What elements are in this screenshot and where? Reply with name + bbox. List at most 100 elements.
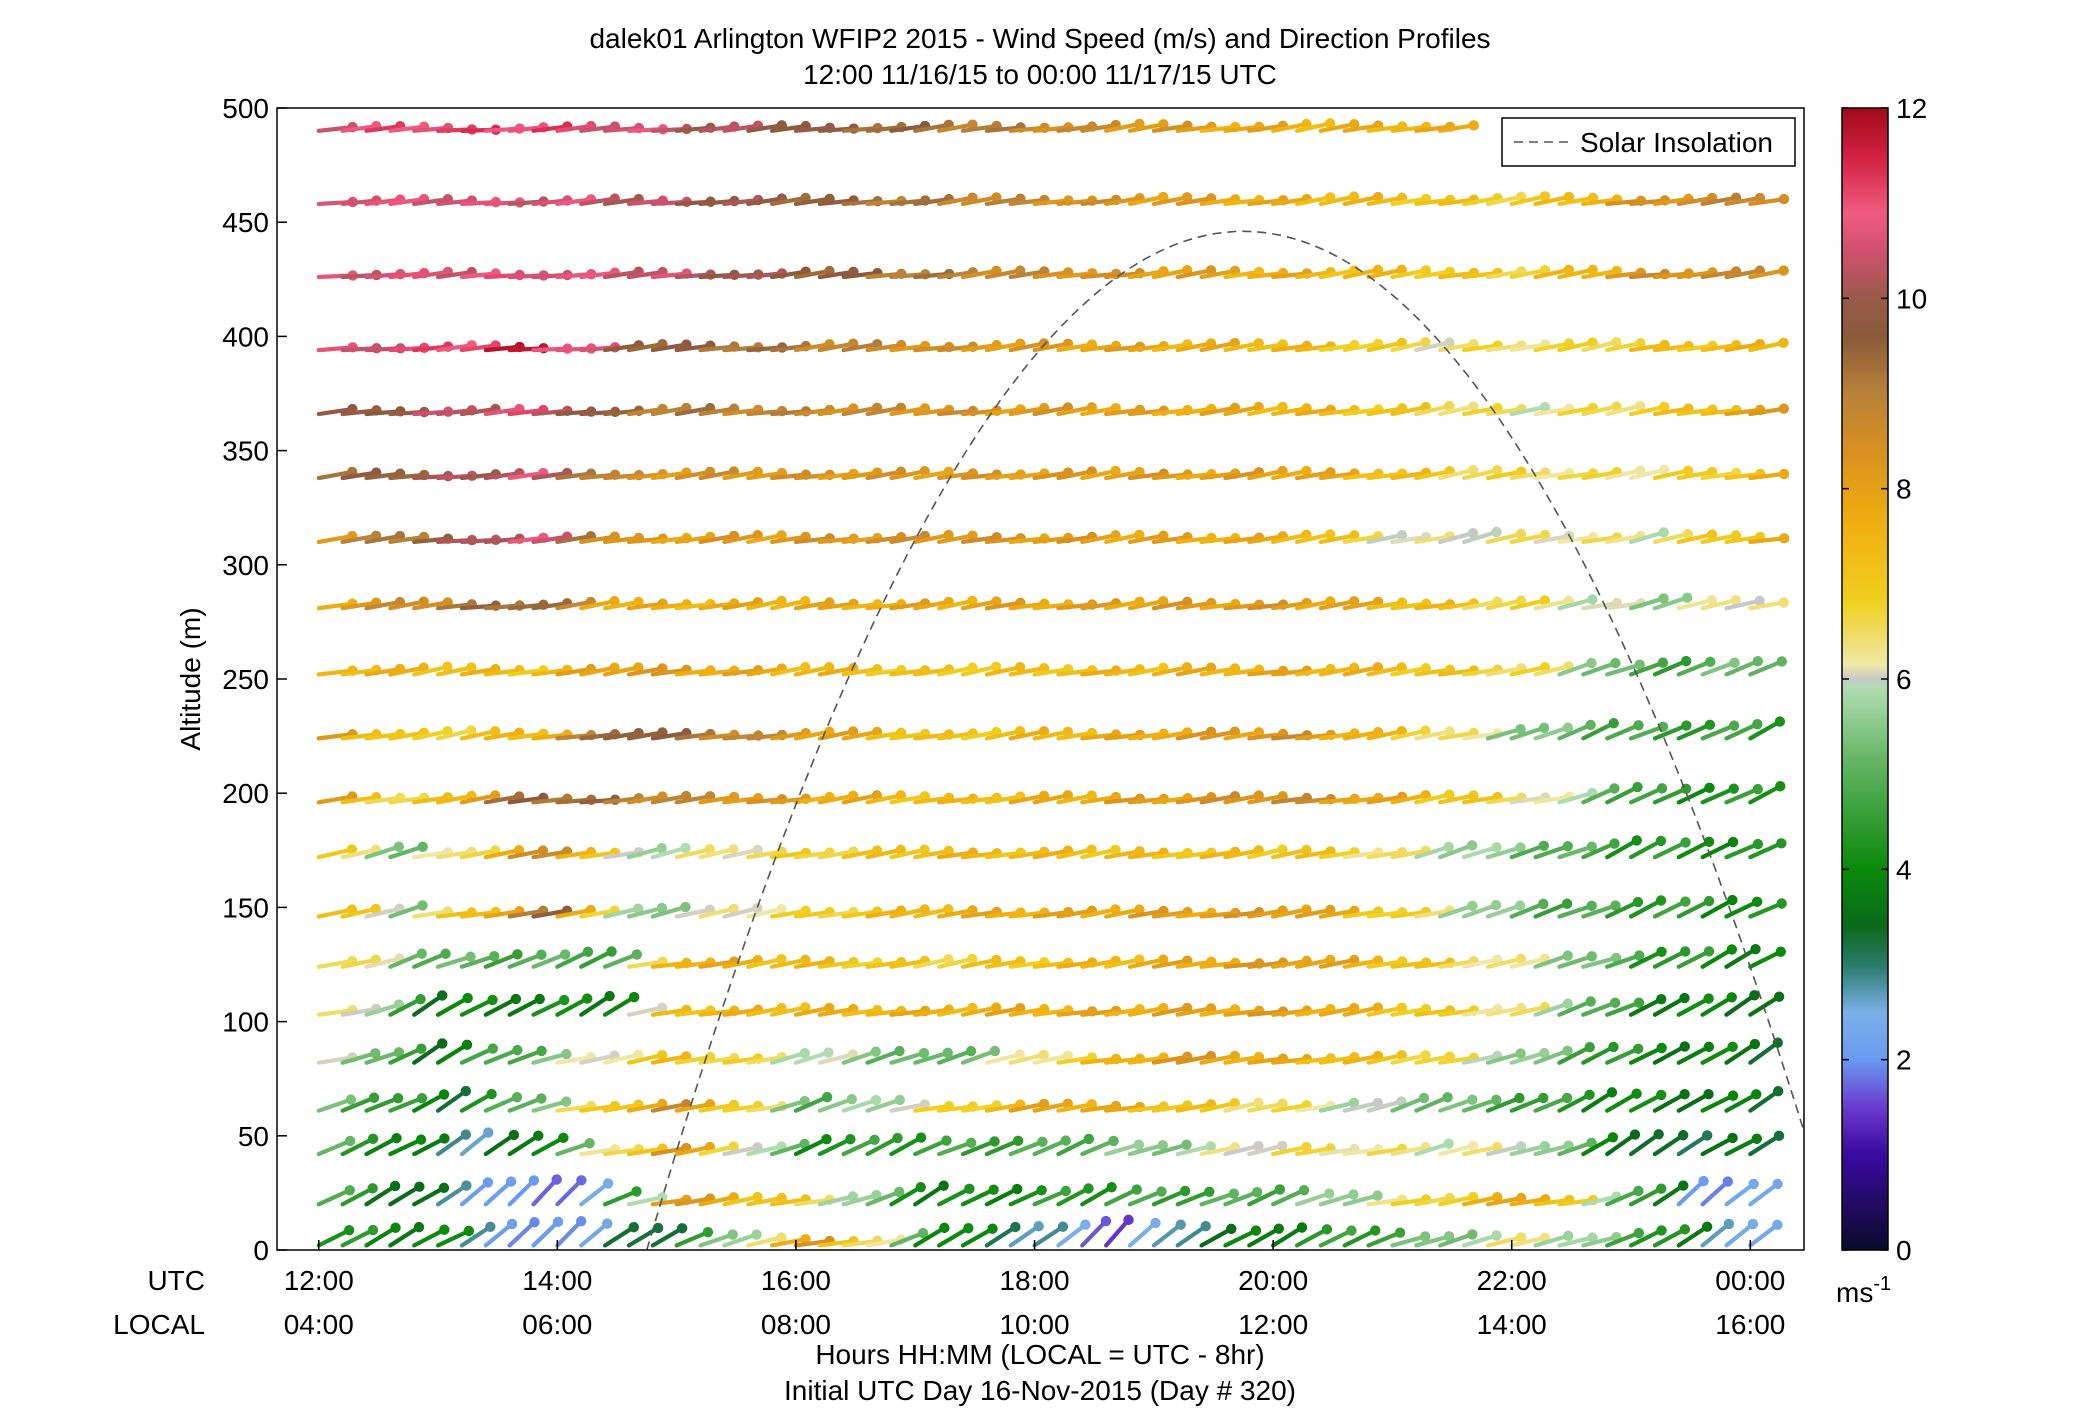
wind-barb xyxy=(1724,943,1761,969)
wind-barb-shaft xyxy=(698,344,737,353)
wind-barb xyxy=(1581,997,1621,1017)
wind-barb-shaft xyxy=(984,910,1023,919)
wind-barb xyxy=(1080,844,1121,860)
wind-barb xyxy=(1438,464,1479,481)
wind-barb-shaft xyxy=(316,601,355,611)
wind-barb-shaft xyxy=(1342,795,1381,805)
wind-barb-head xyxy=(1156,1186,1167,1197)
wind-barb xyxy=(793,1091,833,1113)
wind-barb xyxy=(435,1180,472,1207)
wind-barb-shaft xyxy=(388,997,423,1017)
wind-barb xyxy=(388,841,428,860)
wind-barb-shaft xyxy=(1104,796,1143,805)
wind-barb xyxy=(1652,1041,1690,1065)
wind-barb-head xyxy=(417,841,428,852)
wind-barb-shaft xyxy=(1676,1224,1710,1248)
wind-barb xyxy=(698,1141,739,1157)
colorbar-unit-base: ms xyxy=(1836,1277,1873,1308)
wind-barb-shaft xyxy=(936,408,976,417)
wind-barb-shaft xyxy=(984,1186,1020,1207)
wind-barb-shaft xyxy=(960,729,999,741)
wind-barb-shaft xyxy=(1175,1144,1213,1157)
wind-barb-head xyxy=(1703,993,1714,1004)
wind-barb-shaft xyxy=(722,600,760,611)
wind-barb-shaft xyxy=(984,268,1023,280)
wind-barb-shaft xyxy=(1127,850,1166,860)
wind-barb xyxy=(483,1218,518,1248)
wind-barb xyxy=(1533,722,1574,741)
wind-barb-shaft xyxy=(1700,195,1739,207)
wind-barb-head xyxy=(1704,782,1715,793)
wind-barb-shaft xyxy=(1700,839,1736,860)
wind-barb-head xyxy=(551,1174,562,1185)
wind-barb-head xyxy=(1158,595,1169,607)
wind-barb-head xyxy=(632,903,644,914)
wind-barb-shaft xyxy=(1342,1147,1381,1157)
wind-barb-shaft xyxy=(1557,844,1594,860)
wind-barb-shaft xyxy=(388,844,425,860)
wind-barb xyxy=(1628,835,1667,860)
wind-barb-shaft xyxy=(841,342,880,353)
wind-barb-shaft xyxy=(984,1006,1023,1017)
wind-barb-shaft xyxy=(1032,1008,1071,1017)
wind-barb-head xyxy=(1631,1088,1642,1099)
wind-barb-shaft xyxy=(1390,1053,1428,1065)
wind-barb-head xyxy=(1633,1043,1644,1055)
wind-barb xyxy=(913,1047,953,1065)
wind-barb-shaft xyxy=(483,471,522,481)
wind-barb-shaft xyxy=(746,470,784,481)
wind-barb xyxy=(1485,1232,1527,1248)
wind-barb-shaft xyxy=(1390,1197,1429,1207)
wind-barb-shaft xyxy=(1438,668,1477,677)
wind-barb-shaft xyxy=(1485,532,1524,545)
wind-barb-head xyxy=(346,844,358,855)
wind-barb xyxy=(841,1094,882,1113)
wind-barb-shaft xyxy=(841,270,880,280)
wind-barb-shaft xyxy=(1581,786,1617,805)
wind-barb-shaft xyxy=(722,1056,761,1065)
wind-barb-shaft xyxy=(1342,730,1381,741)
wind-barb-head xyxy=(1514,900,1526,911)
wind-barb xyxy=(960,1223,998,1248)
wind-barb xyxy=(1628,1129,1664,1157)
wind-barb-head xyxy=(1301,465,1312,477)
wind-barb-shaft xyxy=(1509,268,1548,280)
wind-barb xyxy=(769,595,811,611)
wind-barb-shaft xyxy=(913,1104,952,1113)
wind-barb-shaft xyxy=(1390,470,1429,481)
wind-barb-shaft xyxy=(626,959,665,969)
wind-barb-head xyxy=(1080,1219,1091,1230)
wind-barb-shaft xyxy=(1414,729,1452,741)
wind-barb xyxy=(459,1127,494,1157)
wind-barb-shaft xyxy=(1485,956,1524,969)
wind-barb-head xyxy=(1443,1231,1455,1242)
wind-barb-shaft xyxy=(1557,1045,1592,1065)
wind-barb xyxy=(340,903,381,919)
wind-barb-shaft xyxy=(817,1097,854,1113)
wind-barb xyxy=(1557,719,1596,741)
wind-barb xyxy=(841,1134,880,1157)
wind-barb-head xyxy=(460,1129,472,1140)
wind-barb-shaft xyxy=(1032,848,1071,860)
wind-barb-shaft xyxy=(841,1238,880,1248)
wind-barb-shaft xyxy=(1366,195,1405,207)
wind-barb-head xyxy=(1205,1141,1217,1152)
wind-barb-shaft xyxy=(507,535,546,545)
legend-label: Solar Insolation xyxy=(1580,127,1773,158)
wind-barb xyxy=(1724,838,1764,860)
wind-barb xyxy=(364,1180,401,1207)
wind-barb-shaft xyxy=(1557,1092,1592,1113)
wind-barb-head xyxy=(628,991,640,1003)
wind-barb-head xyxy=(1538,722,1550,734)
wind-barb xyxy=(1294,1224,1333,1248)
wind-barb xyxy=(626,1192,668,1207)
wind-barb-shaft xyxy=(1557,267,1595,280)
wind-barb-shaft xyxy=(1652,723,1689,741)
wind-barb-shaft xyxy=(1652,406,1691,417)
wind-barb-shaft xyxy=(531,952,568,969)
wind-barb xyxy=(1700,894,1738,919)
wind-barb-shaft xyxy=(1605,1046,1641,1065)
wind-barb-shaft xyxy=(817,1194,855,1207)
wind-barb-shaft xyxy=(1318,408,1357,417)
wind-barb xyxy=(1748,533,1790,545)
